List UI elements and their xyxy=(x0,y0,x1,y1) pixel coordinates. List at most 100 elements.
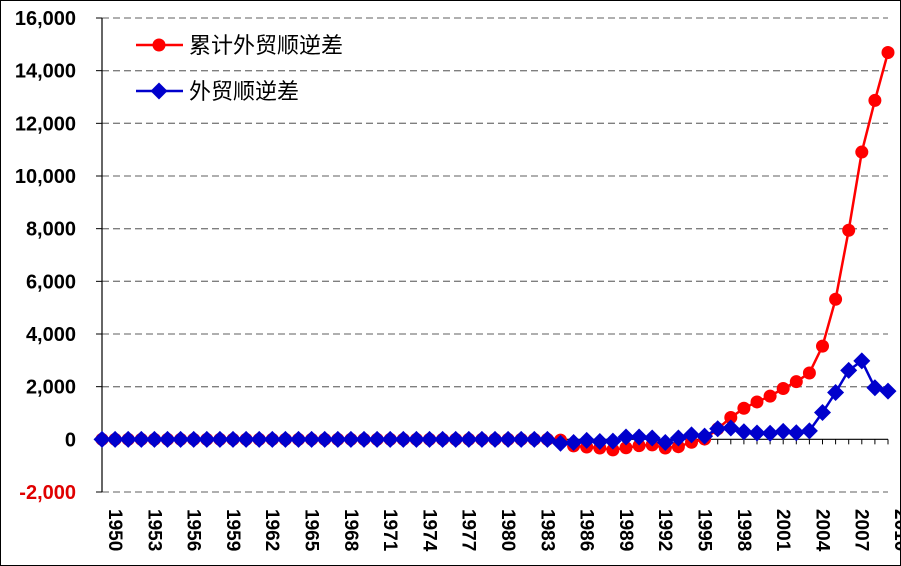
data-point xyxy=(604,432,622,450)
data-point xyxy=(789,375,803,389)
series xyxy=(93,45,897,457)
data-point xyxy=(881,45,895,59)
data-point xyxy=(447,430,465,448)
data-point xyxy=(669,429,687,447)
x-tick-label: 1986 xyxy=(576,509,597,551)
data-point xyxy=(198,430,216,448)
data-point xyxy=(630,428,648,446)
data-point xyxy=(800,422,818,440)
data-point xyxy=(552,434,569,452)
x-tick-label: 1968 xyxy=(340,509,361,551)
data-point xyxy=(643,429,661,447)
x-tick-label: 1950 xyxy=(104,509,125,551)
y-axis-ticks: 16,000 14,000 12,000 10,000 8,000 6,000 4,000 2… xyxy=(15,8,76,504)
x-tick-label: 1980 xyxy=(497,509,518,551)
y-tick-label: 14,000 xyxy=(15,61,76,83)
y-tick-label: 16,000 xyxy=(15,8,76,30)
data-point xyxy=(827,383,845,401)
data-point xyxy=(106,430,124,448)
x-tick-label: 1977 xyxy=(458,509,479,551)
data-point xyxy=(617,428,635,446)
y-tick-label: 8,000 xyxy=(26,219,76,241)
data-point xyxy=(329,430,347,448)
x-tick-label: 1992 xyxy=(654,509,675,551)
x-tick-label: 1956 xyxy=(183,509,204,551)
data-point xyxy=(538,430,556,448)
data-point xyxy=(565,433,583,451)
legend-entry: 累计外贸顺逆差 xyxy=(136,34,343,59)
x-tick-label: 2001 xyxy=(772,509,793,552)
data-point xyxy=(434,430,452,448)
data-point xyxy=(276,430,294,448)
data-point xyxy=(774,422,792,440)
data-point xyxy=(632,439,646,453)
data-point xyxy=(211,430,229,448)
data-point xyxy=(250,430,268,448)
data-point xyxy=(816,339,829,353)
y-tick-label: 12,000 xyxy=(15,113,76,135)
gridlines xyxy=(102,17,888,493)
y-tick-label: 10,000 xyxy=(15,166,76,188)
data-point xyxy=(224,430,242,448)
data-point xyxy=(303,430,321,448)
data-point xyxy=(735,423,753,441)
data-point xyxy=(606,443,620,457)
x-tick-label: 2007 xyxy=(851,509,872,551)
data-point xyxy=(802,366,816,380)
data-point xyxy=(724,410,738,424)
data-point xyxy=(381,430,399,448)
data-point xyxy=(776,382,790,396)
series-trade-balance xyxy=(93,352,897,452)
x-axis-ticks: 1950 1953 1956 1959 1962 1965 1968 1971 1974 1977… xyxy=(104,509,900,552)
y-tick-label: -2,000 xyxy=(19,482,76,504)
data-point xyxy=(761,424,779,442)
data-point xyxy=(855,145,869,159)
data-point xyxy=(407,430,425,448)
data-point xyxy=(368,430,386,448)
data-point xyxy=(814,403,831,421)
x-tick-label: 1998 xyxy=(733,509,754,551)
x-tick-label: 2010 xyxy=(890,509,900,551)
data-point xyxy=(879,382,897,400)
x-tick-label: 1953 xyxy=(143,509,164,551)
y-tick-label: 6,000 xyxy=(26,271,76,293)
x-tick-label: 1983 xyxy=(536,509,557,551)
data-point xyxy=(185,430,203,448)
data-point xyxy=(119,430,137,448)
data-point xyxy=(829,292,843,306)
x-tick-label: 2004 xyxy=(811,509,832,552)
data-point xyxy=(132,430,150,448)
data-point xyxy=(722,419,740,437)
x-tick-label: 1962 xyxy=(261,509,282,551)
data-point xyxy=(656,433,674,451)
data-point xyxy=(868,93,882,107)
legend-label: 外贸顺逆差 xyxy=(189,80,299,105)
data-point xyxy=(842,223,856,237)
x-tick-label: 1989 xyxy=(615,509,636,551)
data-point xyxy=(460,430,478,448)
data-point xyxy=(486,430,504,448)
data-point xyxy=(263,430,281,448)
data-point xyxy=(853,352,871,370)
data-point xyxy=(763,389,777,403)
series-cumulative-trade-balance xyxy=(95,45,895,457)
data-point xyxy=(671,440,685,454)
data-point xyxy=(840,361,858,379)
data-point xyxy=(750,395,764,409)
data-point xyxy=(93,430,111,448)
x-tick-label: 1971 xyxy=(379,509,400,552)
data-point xyxy=(591,432,609,450)
data-point xyxy=(290,430,307,448)
x-tick-label: 1974 xyxy=(418,509,439,552)
data-point xyxy=(499,430,517,448)
x-tick-label: 1959 xyxy=(222,509,243,551)
x-tick-label: 1965 xyxy=(301,509,322,552)
data-point xyxy=(578,431,596,449)
y-tick-label: 0 xyxy=(65,429,76,451)
data-point xyxy=(473,430,491,448)
data-point xyxy=(421,430,438,448)
data-point xyxy=(748,424,766,442)
